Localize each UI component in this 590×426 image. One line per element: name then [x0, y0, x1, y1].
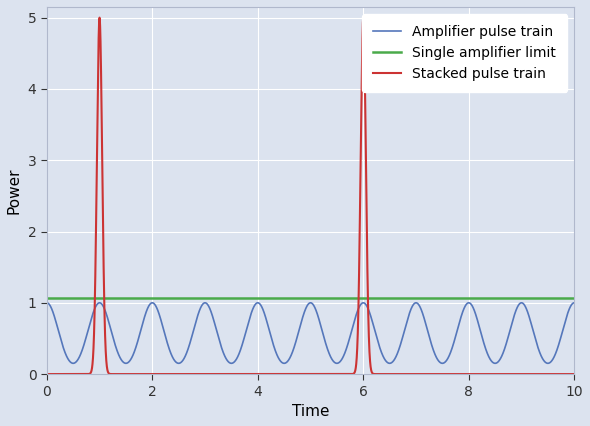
Stacked pulse train	[384, 371, 391, 377]
Stacked pulse train	[541, 371, 548, 377]
Single amplifier limit	[43, 295, 50, 300]
Amplifier pulse train	[576, 307, 583, 312]
Amplifier pulse train	[541, 359, 548, 364]
Amplifier pulse train	[491, 361, 499, 366]
Amplifier pulse train	[384, 360, 391, 365]
Legend: Amplifier pulse train, Single amplifier limit, Stacked pulse train: Amplifier pulse train, Single amplifier …	[362, 14, 568, 92]
Stacked pulse train	[576, 371, 583, 377]
X-axis label: Time: Time	[292, 404, 329, 419]
Stacked pulse train	[38, 371, 45, 377]
Stacked pulse train	[198, 371, 205, 377]
Y-axis label: Power: Power	[7, 167, 22, 214]
Stacked pulse train	[172, 371, 179, 377]
Stacked pulse train	[360, 15, 367, 20]
Amplifier pulse train	[38, 307, 45, 312]
Stacked pulse train	[363, 237, 371, 242]
Amplifier pulse train	[43, 300, 50, 305]
Stacked pulse train	[423, 371, 430, 377]
Amplifier pulse train	[423, 325, 430, 330]
Line: Amplifier pulse train: Amplifier pulse train	[41, 303, 579, 363]
Line: Stacked pulse train: Stacked pulse train	[41, 17, 579, 374]
Amplifier pulse train	[172, 359, 179, 364]
Stacked pulse train	[293, 371, 300, 377]
Amplifier pulse train	[293, 339, 300, 344]
Amplifier pulse train	[363, 304, 371, 309]
Single amplifier limit	[96, 295, 103, 300]
